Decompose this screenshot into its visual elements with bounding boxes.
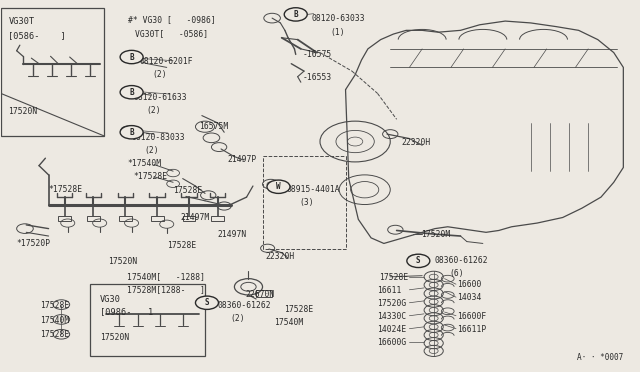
Text: *17528E: *17528E xyxy=(49,185,83,194)
Text: 17528M[1288-   ]: 17528M[1288- ] xyxy=(127,285,205,294)
Text: 17528E: 17528E xyxy=(379,273,408,282)
Text: 22320H: 22320H xyxy=(266,252,295,261)
Text: 16600F: 16600F xyxy=(458,312,486,321)
Text: (1): (1) xyxy=(331,28,346,37)
Text: 08360-61262: 08360-61262 xyxy=(218,301,271,310)
Text: 17520N: 17520N xyxy=(8,108,38,116)
Text: 17528E: 17528E xyxy=(173,186,202,195)
Text: 17520M: 17520M xyxy=(421,230,450,239)
Text: 08915-4401A: 08915-4401A xyxy=(287,185,340,194)
Text: 1: 1 xyxy=(148,308,153,317)
Text: -16575: -16575 xyxy=(302,50,332,59)
Circle shape xyxy=(120,50,143,64)
Bar xyxy=(90,284,205,356)
Text: (2): (2) xyxy=(145,145,159,154)
Text: 17528E: 17528E xyxy=(40,301,70,310)
Text: [0586-    ]: [0586- ] xyxy=(8,31,66,41)
Text: -16553: -16553 xyxy=(302,73,332,82)
Text: 21497N: 21497N xyxy=(218,230,247,240)
Text: 22670N: 22670N xyxy=(245,290,275,299)
Text: [0986-: [0986- xyxy=(100,308,131,317)
Text: 08360-61262: 08360-61262 xyxy=(435,256,488,265)
Text: 14330C: 14330C xyxy=(378,312,407,321)
Circle shape xyxy=(120,86,143,99)
Text: 17520N: 17520N xyxy=(108,257,137,266)
Bar xyxy=(1,8,104,136)
Text: S: S xyxy=(416,256,420,265)
Text: 21497M: 21497M xyxy=(180,213,210,222)
Text: B: B xyxy=(129,88,134,97)
Circle shape xyxy=(267,180,290,193)
Text: 21497P: 21497P xyxy=(227,155,257,164)
Text: 16600: 16600 xyxy=(458,280,482,289)
Text: 16600G: 16600G xyxy=(378,338,407,347)
Bar xyxy=(87,216,100,221)
Text: 16611P: 16611P xyxy=(458,325,486,334)
Bar xyxy=(182,216,195,221)
Bar xyxy=(58,216,71,221)
Text: VG30: VG30 xyxy=(100,295,121,304)
Bar xyxy=(211,216,224,221)
Bar xyxy=(151,216,164,221)
Text: B: B xyxy=(129,128,134,137)
Text: 17528E: 17528E xyxy=(40,330,70,340)
Text: B: B xyxy=(129,52,134,61)
Text: 22320H: 22320H xyxy=(402,138,431,147)
Text: 08120-83033: 08120-83033 xyxy=(132,132,185,142)
Text: W: W xyxy=(276,182,281,191)
Text: 17540M: 17540M xyxy=(274,318,303,327)
Text: (6): (6) xyxy=(450,269,464,278)
Text: (2): (2) xyxy=(153,70,167,79)
Text: (3): (3) xyxy=(300,198,314,207)
Text: A· · *0007: A· · *0007 xyxy=(577,353,623,362)
Circle shape xyxy=(195,296,218,310)
Text: 08120-63033: 08120-63033 xyxy=(312,14,365,23)
Bar xyxy=(256,290,272,297)
Text: 08120-6201F: 08120-6201F xyxy=(140,57,193,66)
Text: 14024E: 14024E xyxy=(378,325,407,334)
Text: (2): (2) xyxy=(230,314,245,323)
Text: S: S xyxy=(205,298,209,307)
Text: *17528E: *17528E xyxy=(134,172,168,181)
Text: 08120-61633: 08120-61633 xyxy=(134,93,187,102)
Text: *17520P: *17520P xyxy=(17,239,51,248)
Text: 17540M: 17540M xyxy=(40,316,70,325)
Circle shape xyxy=(284,8,307,21)
Text: 16611: 16611 xyxy=(378,286,402,295)
Text: 17528E: 17528E xyxy=(284,305,313,314)
Bar xyxy=(119,216,132,221)
Text: *17540M: *17540M xyxy=(127,159,161,168)
Text: #* VG30 [   -0986]: #* VG30 [ -0986] xyxy=(129,15,216,24)
Text: VG30T: VG30T xyxy=(8,17,35,26)
Text: B: B xyxy=(293,10,298,19)
Text: VG30T[   -0586]: VG30T[ -0586] xyxy=(135,29,208,38)
Text: (2): (2) xyxy=(147,106,161,115)
Text: 17540M[   -1288]: 17540M[ -1288] xyxy=(127,272,205,281)
Text: 17520N: 17520N xyxy=(100,333,129,343)
Circle shape xyxy=(120,126,143,139)
Circle shape xyxy=(407,254,430,267)
Text: 16575M: 16575M xyxy=(198,122,228,131)
Text: 17528E: 17528E xyxy=(167,241,196,250)
Text: 14034: 14034 xyxy=(458,294,482,302)
Text: 17520G: 17520G xyxy=(378,299,407,308)
